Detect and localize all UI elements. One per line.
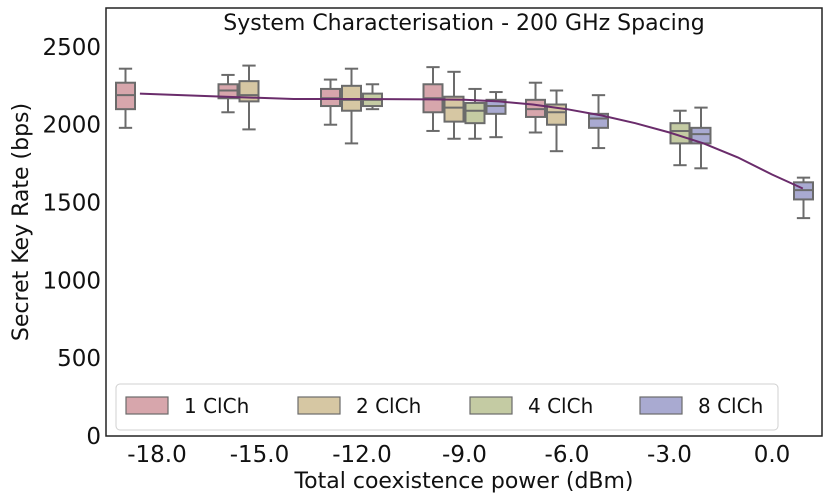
y-tick-label: 1500 <box>42 191 101 217</box>
box-body <box>588 112 609 129</box>
y-tick-label: 500 <box>57 346 101 372</box>
box-1-clch--9.0 <box>422 66 444 132</box>
box-body <box>443 95 465 123</box>
box-body <box>464 101 486 125</box>
legend-label: 1 ClCh <box>184 394 249 418</box>
legend: 1 ClCh 2 ClCh 4 ClCh 8 ClCh <box>115 383 779 431</box>
x-tick-label: -15.0 <box>230 442 290 468</box>
box-2-clch--15.0 <box>238 64 260 131</box>
x-tick-label: -9.0 <box>442 442 487 468</box>
y-tick-labels: 0 500 1000 1500 2000 2500 <box>42 35 101 450</box>
legend-item-2-clch: 2 ClCh <box>297 394 421 418</box>
legend-swatch <box>125 396 169 415</box>
x-tick-label: -12.0 <box>332 442 392 468</box>
fit-line-layer <box>139 92 804 190</box>
legend-label: 8 ClCh <box>698 394 763 418</box>
legend-item-1-clch: 1 ClCh <box>125 394 249 418</box>
legend-swatch <box>297 396 341 415</box>
box-8-clch--3.0 <box>690 106 712 170</box>
legend-label: 4 ClCh <box>528 394 593 418</box>
fit-line <box>139 92 804 190</box>
x-tick-label: -6.0 <box>545 442 590 468</box>
y-tick-label: 2500 <box>42 35 101 61</box>
box-8-clch--6.0 <box>588 94 609 150</box>
legend-item-8-clch: 8 ClCh <box>639 394 763 418</box>
box-2-clch--6.0 <box>546 89 567 153</box>
x-axis-title: Total coexistence power (dBm) <box>293 469 633 494</box>
y-tick-label: 0 <box>86 424 101 450</box>
legend-items: 1 ClCh 2 ClCh 4 ClCh 8 ClCh <box>125 394 763 418</box>
x-tick-label: -18.0 <box>127 442 187 468</box>
box-body <box>546 103 567 126</box>
legend-swatch <box>469 396 513 415</box>
legend-item-4-clch: 4 ClCh <box>469 394 593 418</box>
box-1-clch--18.0 <box>115 67 136 129</box>
chart-title: System Characterisation - 200 GHz Spacin… <box>223 11 704 36</box>
box-8-clch--9.0 <box>485 91 507 139</box>
y-axis-title: Secret Key Rate (bps) <box>9 103 34 341</box>
legend-label: 2 ClCh <box>356 394 421 418</box>
box-4-clch--9.0 <box>464 87 486 140</box>
y-tick-label: 2000 <box>42 113 101 139</box>
box-body <box>238 80 260 103</box>
plot-frame <box>105 7 823 437</box>
legend-swatch <box>639 396 683 415</box>
x-tick-label: 0.0 <box>754 442 791 468</box>
x-tick-label: -3.0 <box>647 442 692 468</box>
boxes-layer <box>115 64 814 220</box>
y-tick-label: 1000 <box>42 268 101 294</box>
legend-box <box>115 383 779 431</box>
box-1-clch--15.0 <box>217 73 239 114</box>
x-tick-labels: -18.0 -15.0 -12.0 -9.0 -6.0 -3.0 0.0 <box>127 442 790 468</box>
box-2-clch--9.0 <box>443 70 465 140</box>
